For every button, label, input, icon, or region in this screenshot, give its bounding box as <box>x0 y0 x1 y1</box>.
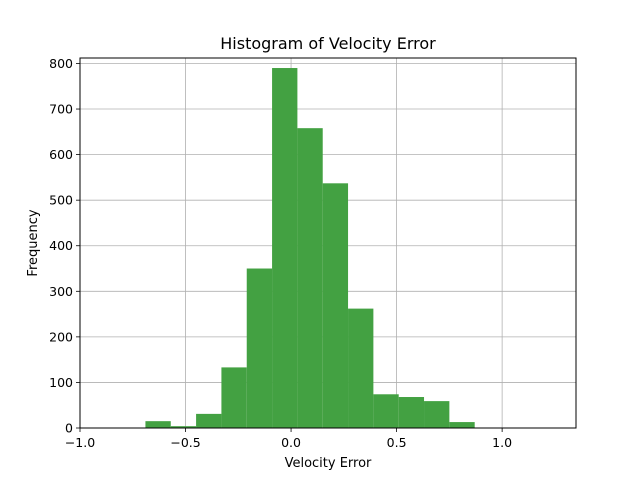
x-tick-label: −0.5 <box>170 435 200 450</box>
histogram-bar <box>246 268 273 428</box>
chart-title: Histogram of Velocity Error <box>220 34 436 53</box>
y-tick-label: 600 <box>49 147 73 162</box>
histogram-bar <box>170 426 197 428</box>
histogram-bar <box>424 401 450 428</box>
y-axis-label: Frequency <box>26 209 41 276</box>
x-tick-label: 1.0 <box>492 435 512 450</box>
y-tick-label: 800 <box>49 56 73 71</box>
x-axis-ticks: −1.0 −0.5 0.0 0.5 1.0 <box>65 428 512 450</box>
y-tick-label: 300 <box>49 284 73 299</box>
histogram-bar <box>449 422 475 428</box>
histogram-bar <box>373 394 399 428</box>
y-tick-label: 700 <box>49 102 73 117</box>
y-tick-label: 400 <box>49 238 73 253</box>
x-tick-label: 0.0 <box>281 435 301 450</box>
y-tick-label: 100 <box>49 375 73 390</box>
histogram-bar <box>398 397 425 428</box>
y-tick-label: 200 <box>49 329 73 344</box>
histogram-bar <box>221 367 247 428</box>
histogram-bar <box>272 68 298 428</box>
x-tick-label: 0.5 <box>387 435 407 450</box>
y-tick-label: 500 <box>49 193 73 208</box>
histogram-bars <box>145 68 501 428</box>
histogram-bar <box>297 128 323 428</box>
x-axis-label: Velocity Error <box>285 456 372 471</box>
histogram-bar <box>348 308 374 428</box>
y-tick-label: 0 <box>65 421 73 436</box>
histogram-bar <box>322 183 349 428</box>
x-tick-label: −1.0 <box>65 435 95 450</box>
histogram-bar <box>196 413 222 428</box>
histogram-bar <box>145 421 171 428</box>
y-axis-ticks: 0 100 200 300 400 500 600 700 800 <box>49 56 80 436</box>
plot-frame <box>79 57 577 429</box>
